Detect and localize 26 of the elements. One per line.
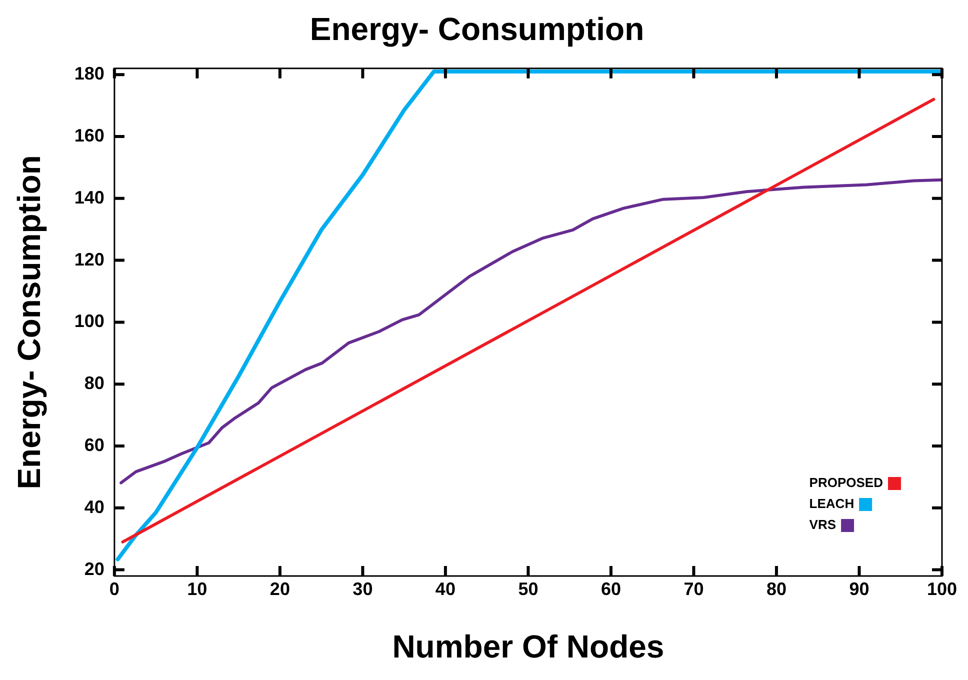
x-axis-title: Number Of Nodes (392, 628, 664, 665)
y-tick-label: 60 (84, 434, 104, 455)
x-tick-label: 70 (684, 578, 704, 599)
y-axis-title: Energy- Consumption (11, 155, 48, 490)
y-tick-label: 20 (84, 558, 104, 579)
legend-label: VRS (809, 517, 836, 532)
legend-label: PROPOSED (809, 475, 883, 490)
y-tick-label: 180 (74, 64, 104, 84)
x-tick-label: 20 (270, 578, 290, 599)
x-tick-label: 40 (435, 578, 456, 599)
x-tick-label: 80 (766, 578, 786, 599)
x-tick-label: 30 (352, 578, 373, 599)
x-tick-label: 10 (187, 578, 208, 599)
y-tick-label: 160 (74, 125, 104, 146)
legend-label: LEACH (809, 496, 854, 512)
chart-title: Energy- Consumption (310, 11, 644, 48)
y-tick-label: 120 (74, 249, 104, 270)
x-tick-label: 90 (849, 578, 870, 599)
x-tick-label: 100 (926, 578, 958, 599)
y-tick-label: 140 (74, 187, 104, 208)
x-tick-label: 50 (518, 578, 538, 599)
y-tick-label: 100 (74, 311, 104, 332)
x-tick-label: 0 (109, 578, 120, 599)
y-tick-label: 40 (84, 496, 104, 517)
y-tick-label: 80 (84, 373, 104, 394)
x-tick-label: 60 (600, 578, 621, 599)
